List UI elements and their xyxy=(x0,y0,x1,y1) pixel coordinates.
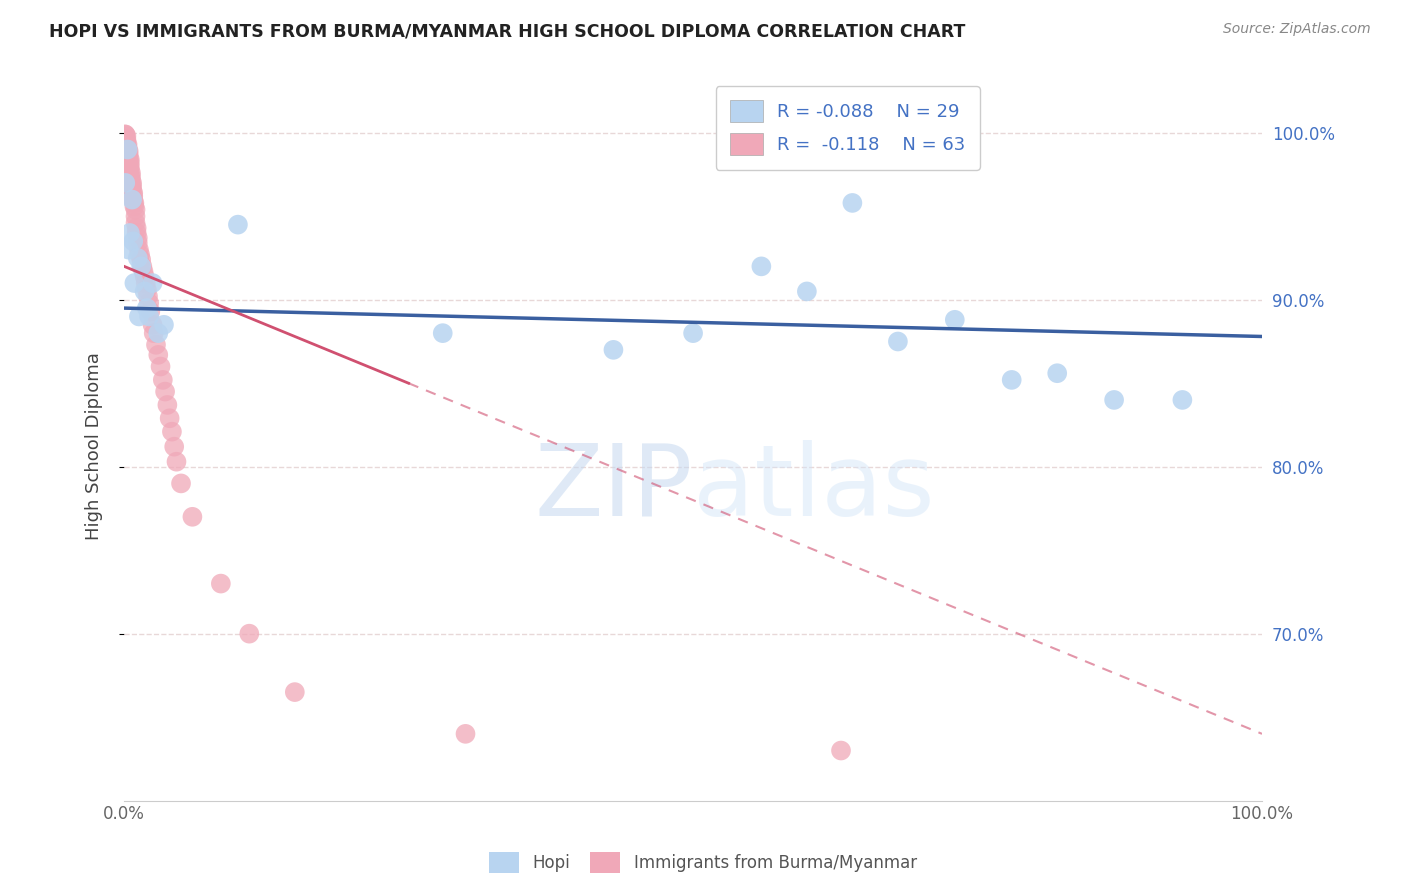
Point xyxy=(117,143,139,157)
Point xyxy=(127,251,149,265)
Point xyxy=(132,264,155,278)
Point xyxy=(166,455,188,469)
Point xyxy=(118,156,141,170)
Point xyxy=(118,147,141,161)
Point xyxy=(145,338,167,352)
Point xyxy=(152,373,174,387)
Point xyxy=(115,132,138,146)
Point xyxy=(125,226,148,240)
Point xyxy=(118,162,141,177)
Point xyxy=(148,326,170,340)
Point xyxy=(148,348,170,362)
Point xyxy=(115,136,138,150)
Legend: Hopi, Immigrants from Burma/Myanmar: Hopi, Immigrants from Burma/Myanmar xyxy=(482,846,924,880)
Point xyxy=(1102,392,1125,407)
Point xyxy=(129,260,152,274)
Point xyxy=(128,243,150,257)
Point xyxy=(128,310,150,324)
Point xyxy=(114,128,136,142)
Point xyxy=(602,343,624,357)
Point xyxy=(887,334,910,349)
Y-axis label: High School Diploma: High School Diploma xyxy=(86,352,103,540)
Point xyxy=(796,285,818,299)
Point xyxy=(122,186,145,200)
Point xyxy=(118,243,141,257)
Text: ZIP: ZIP xyxy=(534,440,693,537)
Point xyxy=(120,166,142,180)
Point xyxy=(139,304,162,318)
Point xyxy=(226,218,249,232)
Point xyxy=(156,398,179,412)
Point xyxy=(114,176,136,190)
Text: HOPI VS IMMIGRANTS FROM BURMA/MYANMAR HIGH SCHOOL DIPLOMA CORRELATION CHART: HOPI VS IMMIGRANTS FROM BURMA/MYANMAR HI… xyxy=(49,22,966,40)
Point xyxy=(121,179,143,194)
Point xyxy=(454,727,477,741)
Point xyxy=(134,285,156,299)
Point xyxy=(129,252,152,267)
Point xyxy=(127,231,149,245)
Point xyxy=(181,509,204,524)
Point xyxy=(142,318,165,332)
Point xyxy=(682,326,704,340)
Point xyxy=(125,221,148,235)
Point xyxy=(751,260,773,274)
Text: Source: ZipAtlas.com: Source: ZipAtlas.com xyxy=(1223,22,1371,37)
Point xyxy=(121,183,143,197)
Point xyxy=(432,326,454,340)
Point xyxy=(118,226,141,240)
Point xyxy=(127,235,149,250)
Point xyxy=(121,193,143,207)
Point xyxy=(118,159,141,173)
Point xyxy=(117,137,139,152)
Point xyxy=(120,169,142,184)
Point xyxy=(138,296,160,310)
Point xyxy=(170,476,193,491)
Point xyxy=(131,260,153,274)
Point xyxy=(238,626,260,640)
Legend: R = -0.088    N = 29, R =  -0.118    N = 63: R = -0.088 N = 29, R = -0.118 N = 63 xyxy=(716,86,980,169)
Point xyxy=(121,176,143,190)
Text: atlas: atlas xyxy=(693,440,935,537)
Point xyxy=(138,310,160,324)
Point xyxy=(136,289,159,303)
Point xyxy=(142,276,165,290)
Point xyxy=(160,425,183,439)
Point xyxy=(943,313,966,327)
Point xyxy=(117,141,139,155)
Point xyxy=(134,269,156,284)
Point xyxy=(124,202,146,217)
Point xyxy=(122,193,145,207)
Point xyxy=(284,685,307,699)
Point xyxy=(149,359,172,374)
Point xyxy=(124,209,146,223)
Point xyxy=(142,326,165,340)
Point xyxy=(841,195,863,210)
Point xyxy=(135,283,157,297)
Point xyxy=(124,195,146,210)
Point xyxy=(115,129,138,144)
Point xyxy=(1171,392,1194,407)
Point xyxy=(1046,366,1069,380)
Point xyxy=(124,276,146,290)
Point xyxy=(117,143,139,157)
Point xyxy=(124,199,146,213)
Point xyxy=(120,172,142,186)
Point xyxy=(118,144,141,158)
Point xyxy=(830,743,852,757)
Point xyxy=(159,411,181,425)
Point xyxy=(122,189,145,203)
Point xyxy=(118,151,141,165)
Point xyxy=(153,384,176,399)
Point xyxy=(1001,373,1024,387)
Point xyxy=(114,128,136,142)
Point xyxy=(124,216,146,230)
Point xyxy=(163,440,186,454)
Point xyxy=(209,576,232,591)
Point xyxy=(135,276,157,290)
Point xyxy=(135,301,157,315)
Point xyxy=(129,248,152,262)
Point xyxy=(122,235,145,249)
Point xyxy=(118,153,141,167)
Point xyxy=(153,318,176,332)
